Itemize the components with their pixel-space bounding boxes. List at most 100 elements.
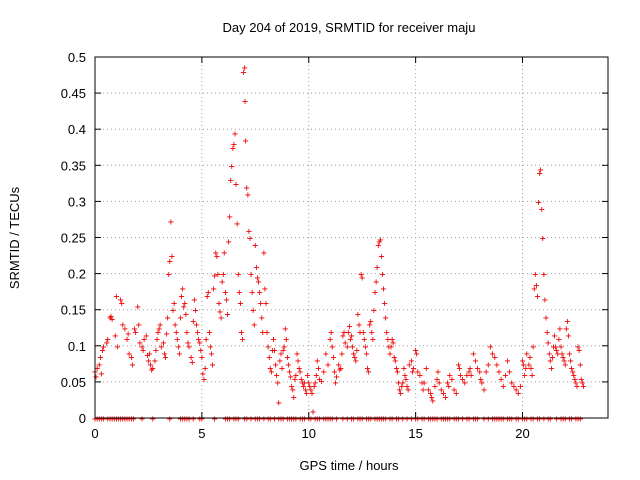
data-point: +	[157, 320, 163, 331]
chart-title: Day 204 of 2019, SRMTID for receiver maj…	[223, 20, 476, 35]
data-point: +	[446, 382, 452, 393]
data-point: +	[186, 342, 192, 353]
data-point: +	[490, 414, 496, 425]
data-point: +	[293, 371, 299, 382]
data-point: +	[288, 372, 294, 383]
data-point: +	[519, 414, 525, 425]
data-point: +	[387, 349, 393, 360]
data-point: +	[310, 407, 316, 418]
data-point: +	[174, 335, 180, 346]
data-point: +	[164, 329, 170, 340]
data-point: +	[478, 374, 484, 385]
data-point: +	[180, 284, 186, 295]
data-point: +	[507, 367, 513, 378]
data-point: +	[388, 342, 394, 353]
data-point: +	[464, 414, 470, 425]
data-point: +	[327, 335, 333, 346]
data-point: +	[456, 363, 462, 374]
data-point: +	[492, 414, 498, 425]
data-point: +	[135, 302, 141, 313]
data-point: +	[399, 382, 405, 393]
data-point: +	[239, 335, 245, 346]
data-point: +	[553, 342, 559, 353]
data-point: +	[291, 414, 297, 425]
data-point: +	[378, 414, 384, 425]
data-point: +	[280, 414, 286, 425]
data-point: +	[496, 367, 502, 378]
data-point: +	[261, 248, 267, 259]
data-point: +	[143, 331, 149, 342]
y-tick-label: 0.05	[61, 375, 86, 390]
data-point: +	[443, 392, 449, 403]
data-point: +	[376, 237, 382, 248]
data-point: +	[176, 349, 182, 360]
data-point: +	[557, 324, 563, 335]
data-point: +	[374, 414, 380, 425]
data-point: +	[233, 179, 239, 190]
data-point: +	[118, 414, 124, 425]
x-axis-ticks: 0 5 10 15 20	[91, 57, 530, 441]
data-point: +	[432, 414, 438, 425]
data-point: +	[182, 298, 188, 309]
data-point: +	[256, 277, 262, 288]
data-point: +	[404, 414, 410, 425]
data-point: +	[560, 414, 566, 425]
data-point: +	[228, 176, 234, 187]
data-point: +	[580, 382, 586, 393]
data-point: +	[348, 414, 354, 425]
data-point: +	[155, 327, 161, 338]
data-point: +	[386, 342, 392, 353]
data-point: +	[420, 385, 426, 396]
data-point: +	[219, 277, 225, 288]
data-point: +	[113, 414, 119, 425]
data-point: +	[301, 414, 307, 425]
data-point: +	[312, 414, 318, 425]
data-point: +	[105, 414, 111, 425]
data-point: +	[470, 414, 476, 425]
data-point: +	[210, 360, 216, 371]
data-point: +	[369, 327, 375, 338]
x-tick-label: 0	[91, 426, 98, 441]
data-point: +	[184, 414, 190, 425]
data-point: +	[428, 414, 434, 425]
data-point: +	[238, 327, 244, 338]
data-point: +	[443, 414, 449, 425]
data-point: +	[254, 273, 260, 284]
data-point: +	[295, 356, 301, 367]
data-point: +	[109, 314, 115, 325]
data-point: +	[185, 338, 191, 349]
data-point: +	[298, 374, 304, 385]
data-point: +	[573, 378, 579, 389]
data-point: +	[105, 335, 111, 346]
data-point: +	[543, 313, 549, 324]
data-point: +	[253, 262, 259, 273]
data-point: +	[425, 385, 431, 396]
x-tick-label: 10	[302, 426, 316, 441]
data-point: +	[284, 353, 290, 364]
data-point: +	[378, 252, 384, 263]
data-point: +	[357, 327, 363, 338]
data-point: +	[432, 382, 438, 393]
data-point: +	[436, 378, 442, 389]
data-point: +	[328, 327, 334, 338]
data-point: +	[533, 280, 539, 291]
data-point: +	[266, 353, 272, 364]
data-point: +	[539, 205, 545, 216]
data-point: +	[130, 414, 136, 425]
data-point: +	[92, 414, 98, 425]
data-point: +	[168, 217, 174, 228]
data-point: +	[313, 371, 319, 382]
data-point: +	[374, 262, 380, 273]
data-point: +	[445, 414, 451, 425]
data-point: +	[413, 414, 419, 425]
y-tick-label: 0.45	[61, 86, 86, 101]
data-point: +	[96, 360, 102, 371]
data-point: +	[217, 307, 223, 318]
data-point: +	[205, 288, 211, 299]
data-point: +	[269, 345, 275, 356]
data-point: +	[314, 414, 320, 425]
data-point: +	[451, 414, 457, 425]
data-point: +	[165, 313, 171, 324]
data-point: +	[402, 371, 408, 382]
